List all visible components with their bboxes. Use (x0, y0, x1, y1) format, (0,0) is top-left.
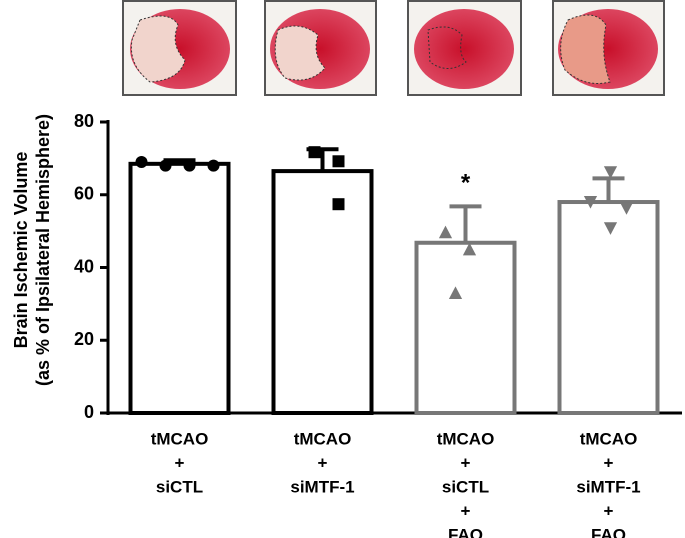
data-point (332, 155, 345, 168)
data-point (308, 146, 321, 159)
y-tick-label: 20 (74, 329, 94, 349)
significance-label: * (461, 170, 471, 197)
x-tick-label: tMCAO (151, 429, 209, 448)
x-tick-label: + (461, 453, 471, 472)
brain-image (122, 0, 237, 96)
data-point (159, 159, 172, 172)
data-point (135, 156, 148, 169)
y-axis-label: (as % of Ipsilateral Hemisphere) (33, 114, 53, 386)
brain-image (552, 0, 665, 96)
x-tick-label: siMTF-1 (290, 477, 354, 496)
x-tick-label: siCTL (156, 477, 203, 496)
data-point (448, 286, 463, 299)
x-tick-label: siMTF-1 (576, 477, 640, 496)
data-point (619, 202, 634, 215)
x-tick-label: + (604, 501, 614, 520)
data-point (438, 225, 453, 239)
bar (414, 240, 517, 415)
x-tick-label: tMCAO (437, 429, 495, 448)
x-tick-label: siCTL (442, 477, 489, 496)
y-tick-label: 80 (74, 111, 94, 131)
x-tick-label: tMCAO (580, 429, 638, 448)
y-tick-label: 0 (84, 402, 94, 422)
data-point (462, 242, 477, 256)
bar (128, 161, 231, 415)
data-point (332, 198, 345, 211)
data-point (603, 166, 618, 179)
x-tick-label: + (318, 453, 328, 472)
y-axis-label: Brain Ischemic Volume (11, 152, 31, 349)
x-tick-label: + (604, 453, 614, 472)
data-point (583, 196, 598, 209)
data-point (603, 222, 618, 235)
y-tick-label: 40 (74, 256, 94, 276)
brain-image (264, 0, 377, 96)
x-tick-label: FAO (591, 525, 626, 538)
y-tick-label: 60 (74, 184, 94, 204)
x-tick-label: + (461, 501, 471, 520)
bar (271, 169, 374, 415)
data-point (183, 159, 196, 172)
data-point (207, 159, 220, 172)
bar (557, 200, 660, 415)
brain-images (122, 0, 665, 96)
x-tick-label: FAO (448, 525, 483, 538)
x-tick-label: + (175, 453, 185, 472)
brain-image (407, 0, 522, 96)
x-tick-label: tMCAO (294, 429, 352, 448)
